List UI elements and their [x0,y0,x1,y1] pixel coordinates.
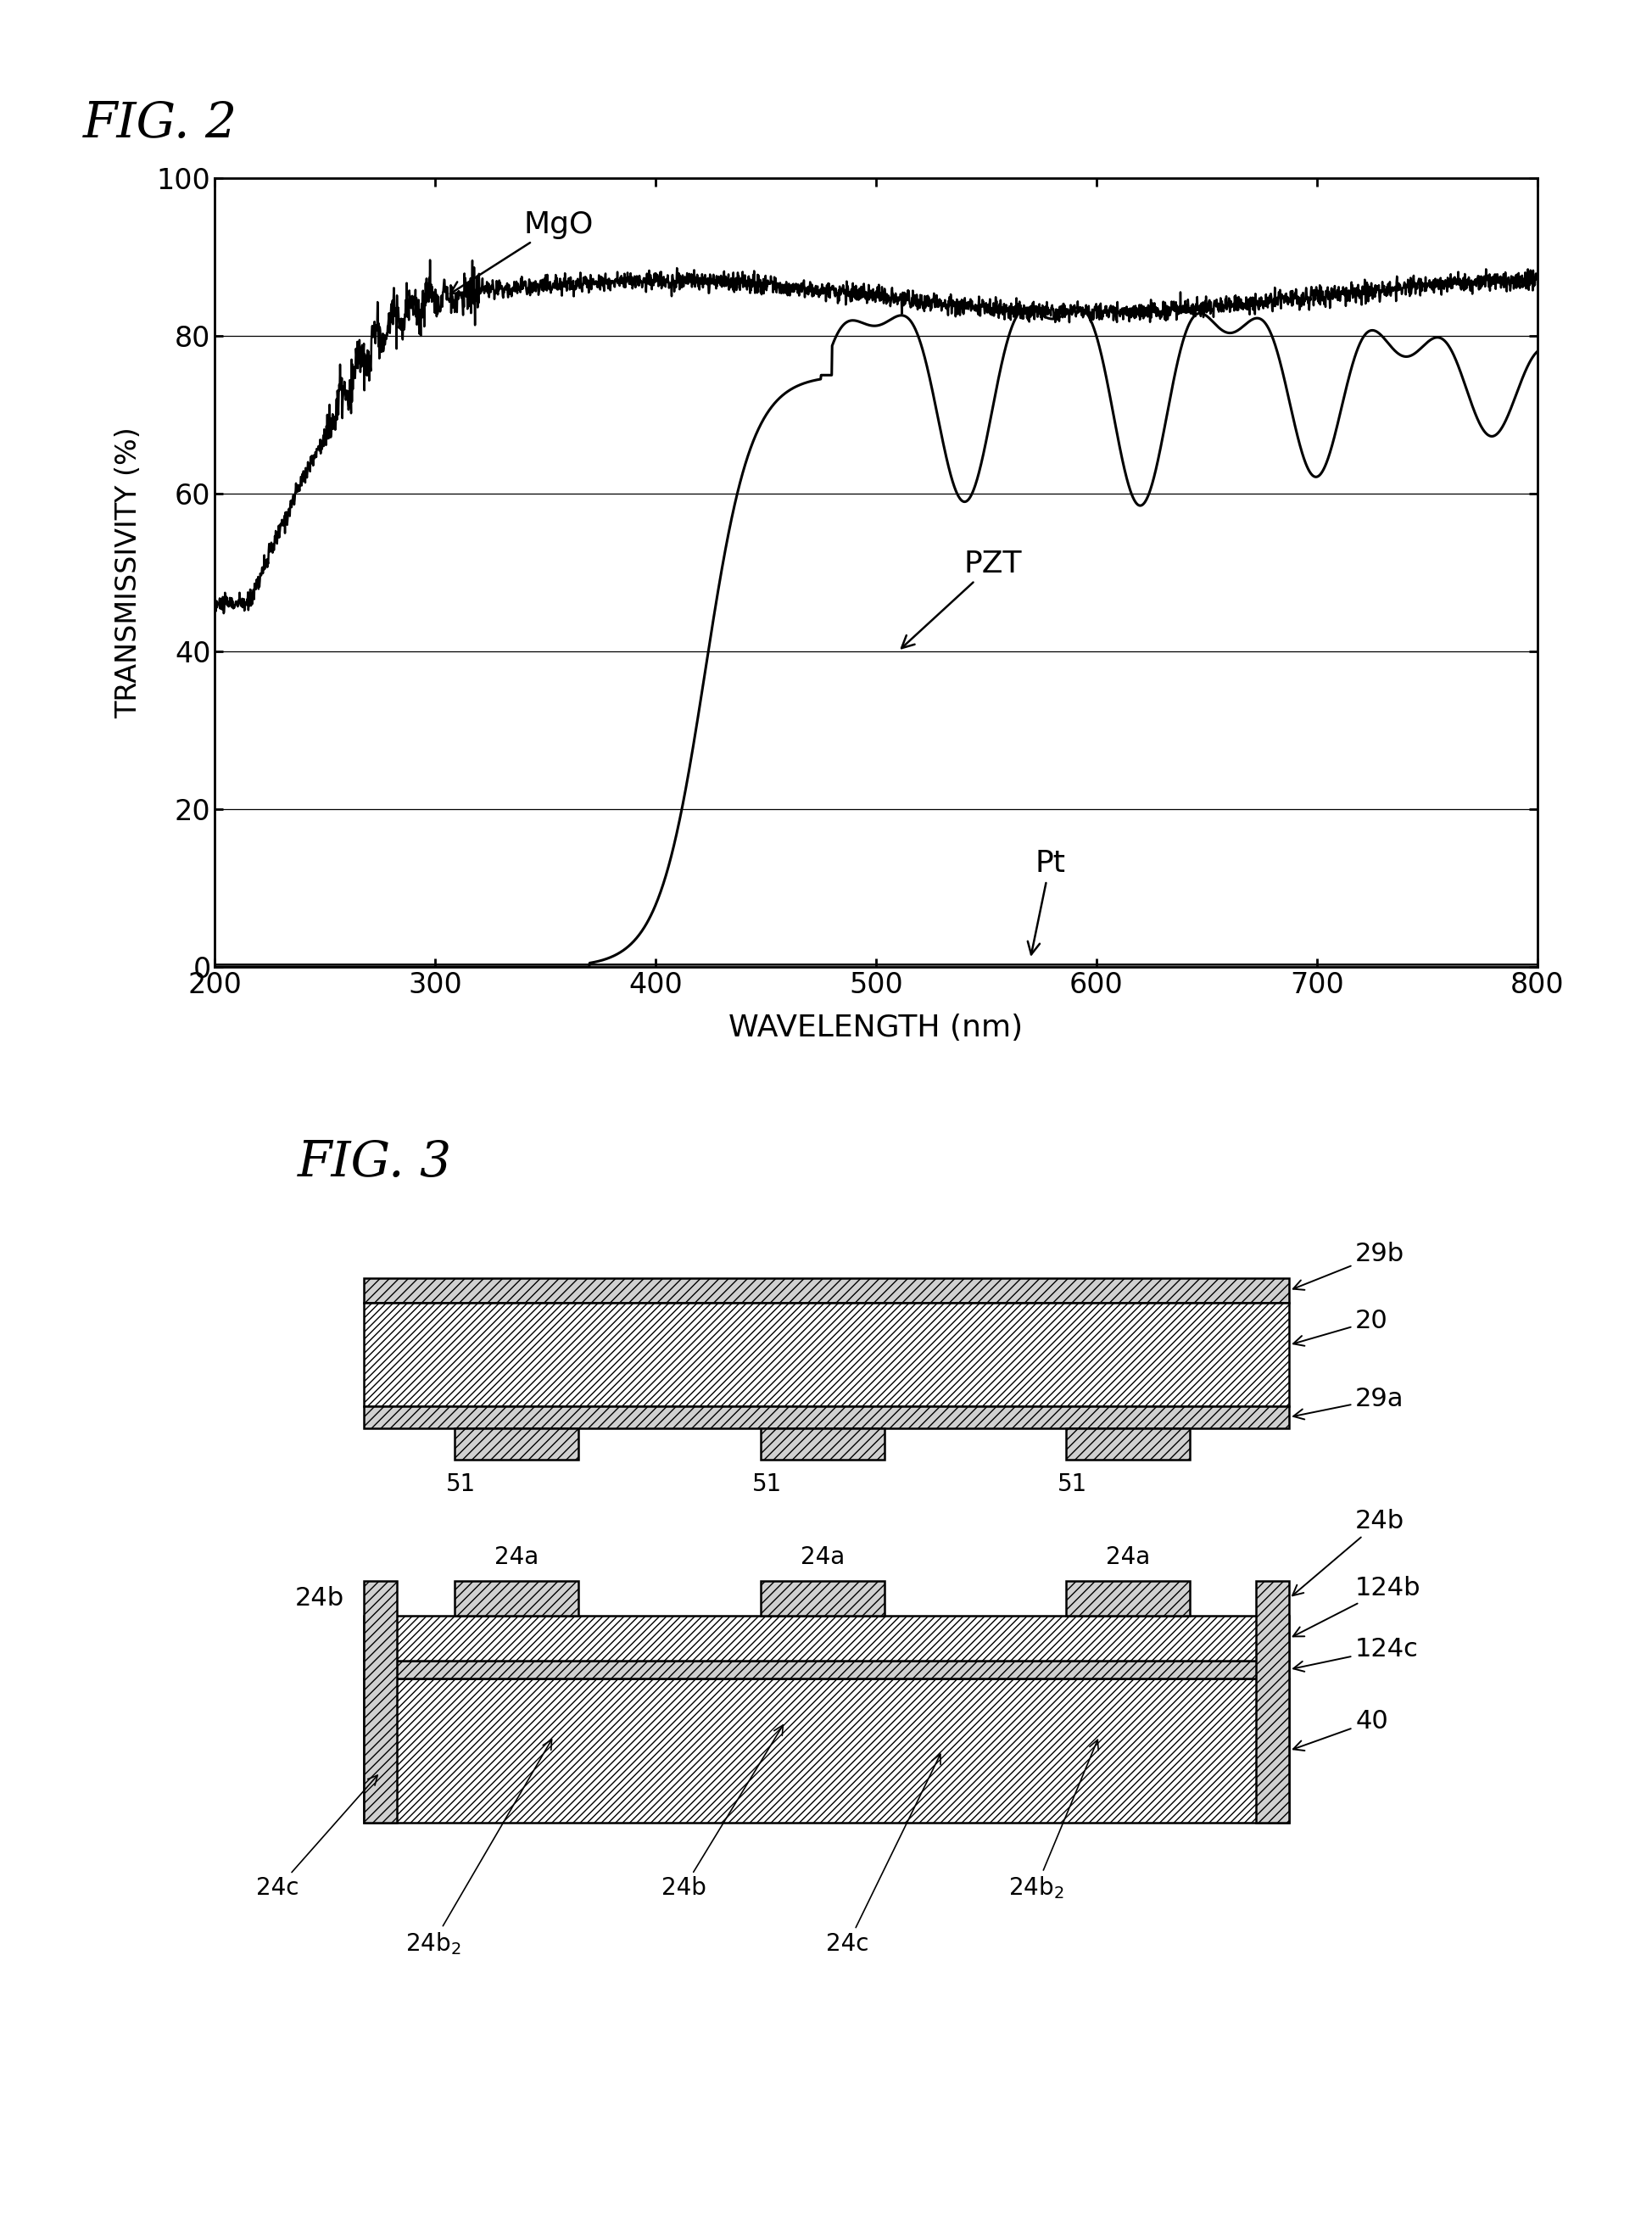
Text: 124b: 124b [1292,1576,1421,1636]
Text: 29a: 29a [1292,1387,1404,1418]
Bar [454,1581,578,1616]
Text: 24a: 24a [800,1545,844,1569]
Text: FIG. 3: FIG. 3 [297,1138,451,1187]
X-axis label: WAVELENGTH (nm): WAVELENGTH (nm) [729,1014,1023,1043]
Text: 124c: 124c [1292,1636,1417,1672]
Text: 40: 40 [1292,1709,1388,1750]
Bar [760,1427,884,1458]
Text: 29b: 29b [1292,1243,1404,1289]
Bar [363,1678,1289,1823]
Y-axis label: TRANSMISSIVITY (%): TRANSMISSIVITY (%) [114,427,142,718]
Text: 24a: 24a [1105,1545,1150,1569]
Bar [1066,1581,1189,1616]
Text: 51: 51 [446,1472,476,1496]
Bar [1256,1581,1289,1823]
Text: FIG. 2: FIG. 2 [83,100,236,149]
Bar [760,1581,884,1616]
Bar [363,1581,396,1823]
Text: 24b: 24b [661,1725,783,1901]
Text: PZT: PZT [900,549,1021,649]
Bar [363,1303,1289,1405]
Text: 24b$_2$: 24b$_2$ [1008,1741,1099,1901]
Bar [363,1405,1289,1427]
Text: 51: 51 [1057,1472,1087,1496]
Text: 24b$_2$: 24b$_2$ [405,1741,552,1956]
Text: 24b: 24b [1292,1509,1404,1596]
Text: 51: 51 [752,1472,781,1496]
Text: 24c: 24c [256,1776,377,1901]
Bar [363,1661,1289,1678]
Text: 24c: 24c [826,1754,940,1956]
Bar [363,1616,1289,1661]
Text: Pt: Pt [1028,849,1064,954]
Text: MgO: MgO [449,211,593,293]
Text: 24b: 24b [294,1585,344,1612]
Bar [454,1427,578,1458]
Bar [1066,1427,1189,1458]
Text: 24a: 24a [494,1545,539,1569]
Text: 20: 20 [1292,1309,1388,1345]
Bar [363,1278,1289,1303]
